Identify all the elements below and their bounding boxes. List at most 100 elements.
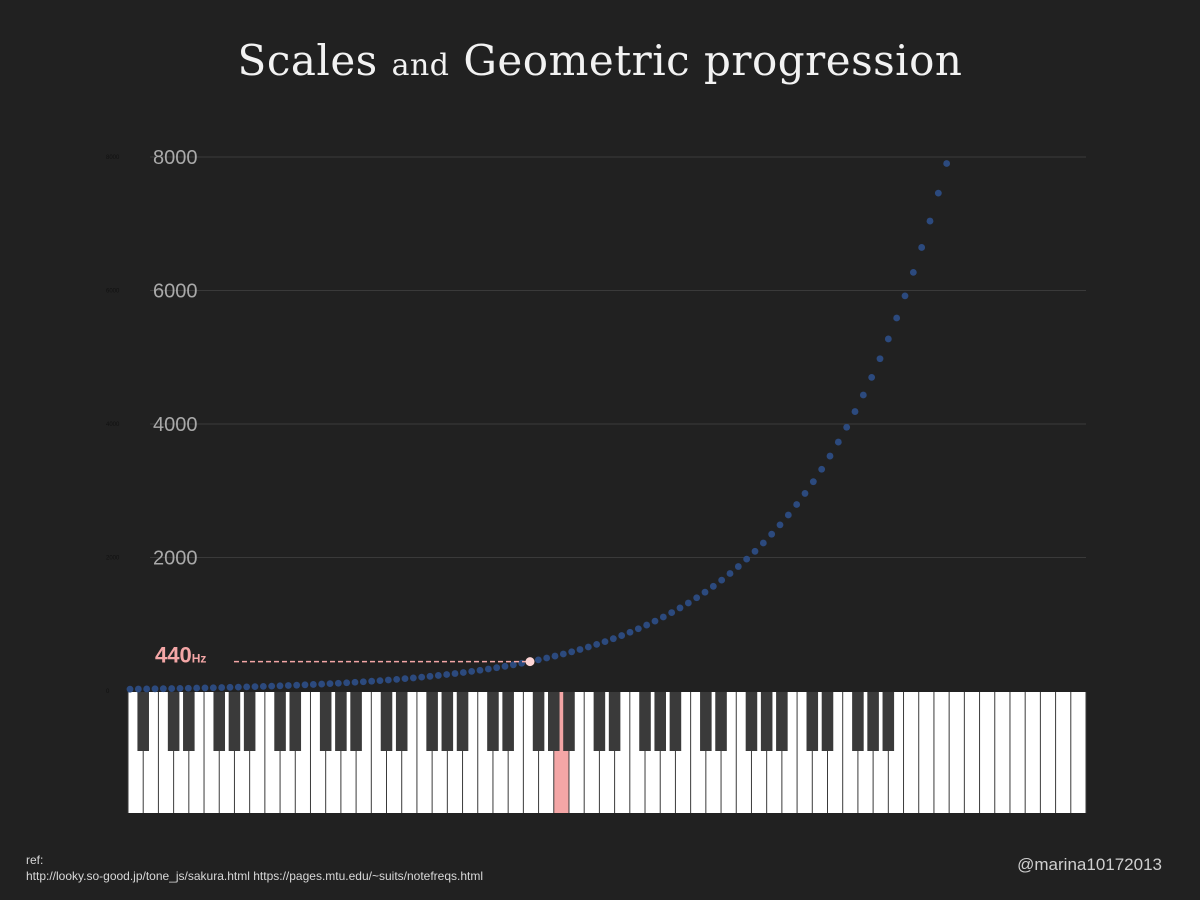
frequency-point (568, 648, 576, 656)
frequency-point (943, 160, 951, 167)
frequency-point (476, 666, 484, 674)
black-key (639, 692, 651, 751)
frequency-point (201, 684, 209, 692)
frequency-point (234, 683, 242, 691)
frequency-point (834, 438, 842, 446)
black-key (441, 692, 454, 751)
frequency-point (434, 672, 442, 679)
title-part-scales: Scales (237, 36, 378, 85)
frequency-point (484, 665, 492, 673)
frequency-point (651, 617, 659, 625)
black-key (608, 692, 621, 751)
frequency-point (609, 635, 617, 643)
frequency-point (359, 678, 367, 686)
frequency-point (551, 652, 559, 660)
frequency-point (668, 609, 676, 616)
frequency-points (126, 160, 951, 693)
black-key (821, 692, 834, 751)
ref-label: ref: (26, 853, 44, 867)
frequency-point (159, 685, 167, 693)
frequency-point (343, 679, 351, 687)
frequency-point (709, 582, 717, 590)
frequency-point (793, 501, 801, 508)
black-key (654, 692, 667, 751)
frequency-point (243, 683, 251, 691)
frequency-point (676, 604, 684, 612)
frequency-point (443, 671, 451, 678)
frequency-point (659, 613, 667, 621)
frequency-point (284, 682, 292, 689)
frequency-point (151, 685, 159, 693)
frequency-point (901, 292, 909, 300)
black-key (456, 692, 469, 751)
frequency-point (618, 632, 626, 639)
frequency-point (259, 682, 267, 690)
black-key (760, 692, 773, 751)
black-key (426, 692, 438, 751)
black-key (700, 692, 712, 751)
black-key (289, 692, 302, 751)
frequency-point (593, 640, 601, 648)
frequency-point (876, 355, 884, 363)
black-key (243, 692, 256, 751)
frequency-point (909, 268, 917, 276)
piano-keyboard (127, 692, 1087, 813)
frequency-point (626, 628, 634, 636)
black-key (745, 692, 758, 751)
highlight-point (525, 657, 535, 667)
frequency-point (276, 682, 284, 690)
frequency-point (384, 676, 392, 684)
frequency-point (893, 314, 901, 322)
black-key (395, 692, 408, 751)
black-key (167, 692, 180, 751)
frequency-point (884, 335, 892, 343)
frequency-point (751, 547, 759, 555)
frequency-point (226, 683, 234, 691)
frequency-point (759, 539, 767, 547)
frequency-point (368, 677, 376, 685)
frequency-point (509, 661, 517, 669)
frequency-point (193, 684, 201, 692)
frequency-point (251, 683, 259, 691)
frequency-point (309, 681, 317, 688)
frequency-point (468, 667, 476, 675)
frequency-point (401, 675, 409, 683)
frequency-point (268, 682, 276, 690)
frequency-point (701, 588, 709, 596)
black-key (547, 692, 560, 751)
black-key (487, 692, 499, 751)
frequency-point (768, 530, 776, 538)
frequency-point (818, 465, 826, 473)
black-key (867, 692, 879, 751)
frequency-point (501, 662, 509, 670)
frequency-point (809, 478, 817, 486)
title-part-and: and (391, 48, 450, 83)
frequency-point (776, 521, 784, 529)
frequency-point (643, 621, 651, 629)
black-key (502, 692, 514, 751)
black-key (228, 692, 241, 751)
black-key (335, 692, 347, 751)
frequency-point (543, 654, 551, 662)
title-part-geometric: Geometric progression (463, 36, 963, 85)
y-tick-mini-label: 4000 (106, 422, 120, 428)
frequency-point (826, 452, 834, 460)
frequency-point (684, 599, 692, 607)
black-key (137, 692, 149, 751)
black-key (183, 692, 195, 751)
y-axis-ticks: 0 2000 2000 4000 4000 6000 6000 8000 8000 (106, 147, 198, 695)
y-tick-mini-label: 6000 (106, 289, 120, 295)
highlight-unit: Hz (192, 652, 207, 666)
black-key (380, 692, 393, 751)
frequency-point (784, 511, 792, 519)
black-key (563, 692, 575, 751)
frequency-point (459, 669, 467, 676)
frequency-point (726, 570, 734, 577)
ref-links: http://looky.so-good.jp/tone_js/sakura.h… (26, 869, 484, 883)
black-key (669, 692, 682, 751)
frequency-point (376, 677, 384, 685)
author-credit: @marina10172013 (1017, 855, 1162, 874)
frequency-point (451, 670, 459, 677)
black-key (715, 692, 727, 751)
